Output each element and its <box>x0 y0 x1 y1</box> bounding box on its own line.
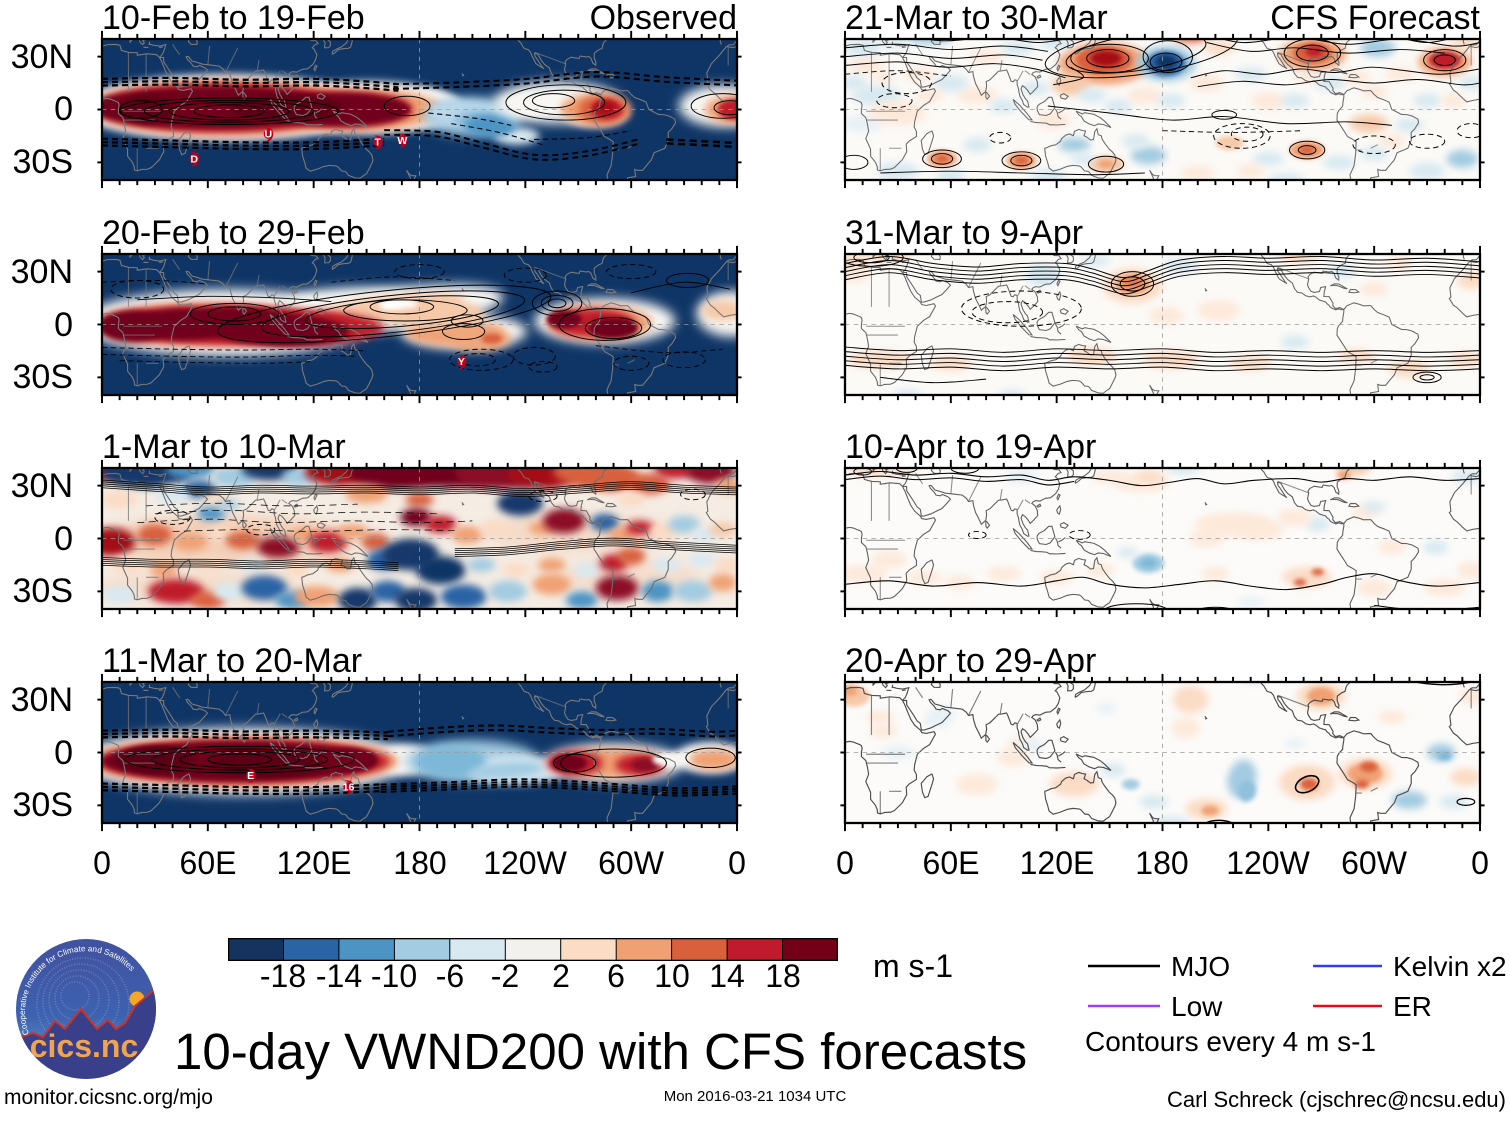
svg-text:T: T <box>374 137 381 149</box>
svg-text:16: 16 <box>343 781 355 793</box>
svg-text:U: U <box>264 129 272 141</box>
svg-text:D: D <box>190 153 198 165</box>
svg-text:Y: Y <box>458 356 465 368</box>
svg-text:W: W <box>397 135 407 147</box>
svg-text:E: E <box>247 770 254 782</box>
svg-text:cics.nc: cics.nc <box>30 1028 139 1064</box>
